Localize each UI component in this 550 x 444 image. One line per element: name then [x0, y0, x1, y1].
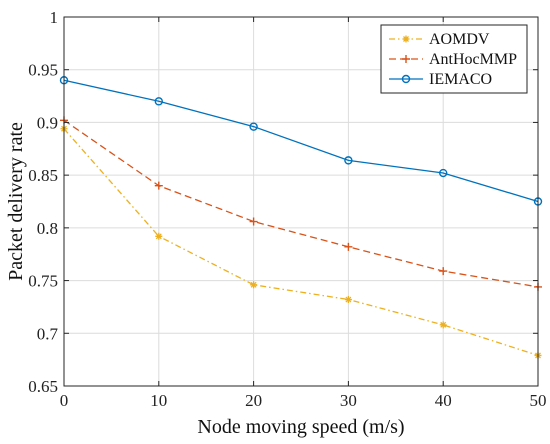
series-line-iemaco — [63, 79, 539, 203]
data-point-iemaco — [154, 97, 164, 106]
data-point-anthocmmp — [249, 217, 258, 226]
marker-shape — [439, 321, 447, 329]
marker-shape — [344, 156, 353, 165]
x-tick-label: 20 — [245, 391, 262, 410]
ticks: 0 10 20 30 40 50 0.65 0.7 0.75 0.8 0.85 0.9 0.95 1 — [28, 8, 546, 410]
y-tick-label: 0.95 — [28, 61, 58, 80]
data-point-aomdv — [250, 281, 258, 289]
x-tick-label: 40 — [435, 391, 452, 410]
marker-shape — [154, 181, 163, 190]
y-tick-label: 0.8 — [37, 219, 58, 238]
y-tick-label: 0.75 — [28, 272, 58, 291]
data-point-aomdv — [439, 321, 447, 329]
y-axis-label: Packet delivery rate — [5, 122, 27, 281]
legend-marker-anthocmmp — [402, 55, 410, 63]
y-tick-label: 0.65 — [28, 377, 58, 396]
marker-shape — [344, 242, 353, 251]
x-tick-label: 10 — [150, 391, 167, 410]
legend-label-anthocmmp: AntHocMMP — [429, 51, 517, 68]
legend-marker-aomdv — [402, 35, 410, 43]
x-tick-label: 30 — [340, 391, 357, 410]
legend-marker-iemaco — [401, 74, 411, 84]
data-point-iemaco — [439, 168, 448, 178]
marker-shape — [401, 74, 411, 84]
series-line-aomdv — [63, 128, 539, 357]
x-tick-label: 50 — [530, 391, 547, 410]
y-tick-label: 0.85 — [28, 166, 58, 185]
legend-label-aomdv: AOMDV — [429, 31, 490, 48]
x-axis-label: Node moving speed (m/s) — [197, 416, 404, 438]
y-tick-label: 0.9 — [37, 113, 58, 132]
marker-shape — [402, 55, 410, 63]
data-point-iemaco — [249, 122, 258, 131]
marker-shape — [439, 168, 448, 178]
marker-shape — [344, 296, 352, 304]
marker-shape — [154, 97, 164, 106]
plot-frame — [63, 16, 539, 387]
marker-shape — [249, 217, 258, 226]
legend: AOMDV AntHocMMP IEMACO — [380, 24, 528, 94]
marker-shape — [155, 232, 163, 240]
marker-shape — [402, 35, 410, 43]
y-tick-label: 0.7 — [37, 324, 59, 343]
data-point-aomdv — [155, 232, 163, 240]
marker-shape — [439, 267, 448, 276]
data-point-anthocmmp — [344, 242, 353, 251]
x-tick-label: 0 — [60, 391, 69, 410]
series-line-anthocmmp — [63, 119, 539, 288]
marker-shape — [249, 122, 258, 131]
data-point-anthocmmp — [439, 267, 448, 276]
data-point-aomdv — [344, 296, 352, 304]
marker-shape — [250, 281, 258, 289]
data-point-iemaco — [344, 156, 353, 165]
legend-label-iemaco: IEMACO — [429, 71, 492, 88]
y-tick-label: 1 — [50, 8, 59, 27]
data-point-anthocmmp — [154, 181, 163, 190]
